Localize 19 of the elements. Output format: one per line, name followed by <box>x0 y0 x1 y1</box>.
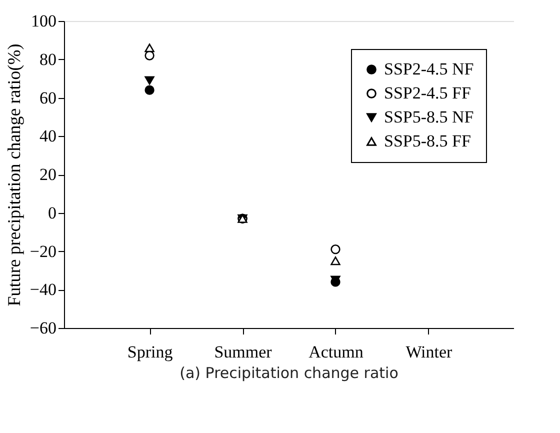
text: (a) Precipitation change ratio <box>180 364 398 382</box>
y-tick-label: −20 <box>30 242 56 261</box>
y-tick-label: −60 <box>30 318 56 338</box>
x-tick-label: Actumn <box>308 342 364 362</box>
y-tick-label: 20 <box>40 165 56 184</box>
legend-label: SSP2-4.5 NF <box>384 60 474 78</box>
y-axis-title: Future precipitation change ratio(%) <box>4 44 24 306</box>
y-tick-label: 40 <box>40 126 56 146</box>
y-tick-label: −40 <box>30 280 56 300</box>
legend-label: SSP5-8.5 FF <box>384 132 471 150</box>
legend-label: SSP5-8.5 NF <box>384 108 474 126</box>
y-tick-label: 0 <box>48 203 56 222</box>
y-tick-label: 100 <box>31 12 56 30</box>
x-tick-label: Summer <box>214 342 272 362</box>
y-tick-label: 60 <box>40 88 56 108</box>
x-tick-label: Winter <box>406 342 453 362</box>
legend-label: SSP2-4.5 FF <box>384 84 471 102</box>
x-tick-label: Spring <box>127 342 174 362</box>
y-tick-label: 80 <box>40 50 56 69</box>
